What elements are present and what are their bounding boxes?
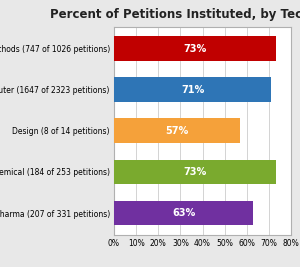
Bar — [114, 160, 275, 184]
Bar — [114, 77, 271, 102]
Text: 73%: 73% — [183, 167, 206, 177]
Text: 57%: 57% — [165, 126, 189, 136]
Title: Percent of Petitions Instituted, by Technology: Percent of Petitions Instituted, by Tech… — [50, 8, 300, 21]
Bar — [114, 201, 254, 226]
Text: 73%: 73% — [183, 44, 206, 53]
Bar — [114, 119, 240, 143]
Text: 71%: 71% — [181, 85, 204, 95]
Bar — [114, 36, 275, 61]
Text: 63%: 63% — [172, 208, 195, 218]
